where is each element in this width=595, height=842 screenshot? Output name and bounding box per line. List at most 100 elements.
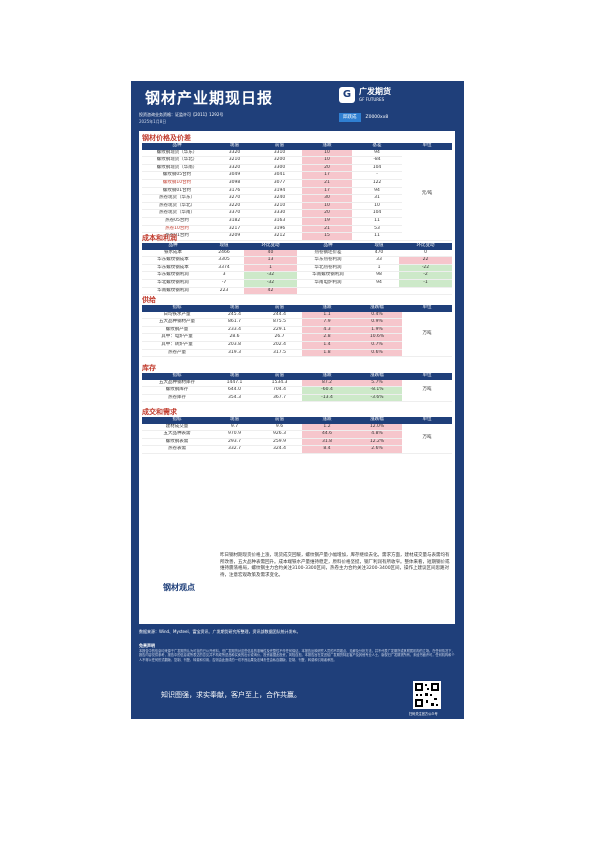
change-percent: 1.9% (352, 326, 402, 335)
current-value: 3370 (212, 209, 257, 218)
analyst-badge: 邱跃成 Z0000xx8 (339, 113, 388, 122)
current-value: 9.7 (212, 423, 257, 432)
change-value: -60.4 (302, 386, 352, 395)
table-row: 五大品种钢材库存 1447.1 1534.3 87.2 5.7% 万吨 (142, 379, 452, 403)
change-value: 20 (302, 209, 352, 218)
previous-value: 3194 (257, 187, 302, 196)
change-value: 44.6 (302, 430, 352, 439)
table-row: 热卷现货（华北） 3220 3210 10 10 (142, 202, 452, 211)
change-percent: 0.9% (352, 318, 402, 327)
disclaimer-title: 免责声明 (139, 643, 155, 648)
table-row: 螺纹钢产量 233.4 229.1 4.3 1.9% (142, 326, 452, 335)
column-header: 单位 (402, 143, 452, 150)
column-header: 单位 (402, 305, 452, 312)
column-header: 环比变动 (399, 243, 452, 250)
row-name: 螺纹钢现货（华东） (142, 149, 212, 158)
previous-value: 26.7 (257, 333, 302, 342)
company-slogan: 知识图强，求实奉献，客户至上，合作共赢。 (161, 691, 301, 699)
row-name: 其中：转炉产量 (142, 341, 212, 350)
unit-label: 万吨 (402, 423, 452, 454)
column-header: 指标 (142, 417, 212, 424)
current-value: 3049 (212, 171, 257, 180)
change-value: 87.2 (302, 379, 352, 388)
change-value: 2.8 (302, 333, 352, 342)
basis-value: 122 (352, 179, 402, 188)
license-text: 投资咨询业务资格：证监许可【2011】1292号 (139, 112, 224, 117)
table-row: 螺纹钢现货（华南） 3320 3300 20 104 (142, 164, 452, 173)
section-demand: 成交和需求 (142, 408, 177, 416)
right-change: 0 (399, 249, 452, 258)
table-row: 螺纹钢表需 293.7 259.9 31.8 12.2% (142, 438, 452, 447)
current-value: 3209 (212, 232, 257, 241)
row-name: 五大品种钢材产量 (142, 318, 212, 327)
table-row: 热卷10合约 3217 3196 21 53 (142, 225, 452, 234)
column-header: 基差 (352, 143, 402, 150)
table-row: 螺纹钢05合约 3049 3041 17- (142, 171, 452, 180)
current-value: 233.4 (212, 326, 257, 335)
left-change: 42 (244, 287, 297, 296)
left-item: 华北螺纹钢利润 (142, 279, 204, 288)
table-row: 热卷表需 332.7 324.4 8.4 2.6% (142, 445, 452, 454)
right-value: 94 (359, 279, 399, 288)
table-row: 建材成交量 9.7 9.6 1.2 12.0% 万吨 (142, 423, 452, 454)
previous-value: 1534.3 (257, 379, 302, 388)
change-value: -13.4 (302, 394, 352, 403)
change-percent: 0.4% (352, 311, 402, 320)
change-value: 10 (302, 156, 352, 165)
current-value: 319.3 (212, 349, 257, 358)
current-value: 3210 (212, 156, 257, 165)
table-row: 铁水成本 2466 40 热卷钢坯价差 470 0 (142, 249, 452, 258)
disclaimer-text: 本报告中的信息均来源于广发期货认为可靠的已公开资料，但广发期货对这些信息的准确性… (139, 649, 455, 662)
view-text: 昨日钢材期现货价格上涨，现货成交回暖，螺纹钢产量小幅增加，库存继续去化。需求方面… (220, 553, 450, 578)
change-value: 31.8 (302, 438, 352, 447)
change-percent: -3.6% (352, 394, 402, 403)
column-header: 品种 (297, 243, 359, 250)
inventory-table: 指标 现值 前值 涨跌 涨跌幅 单位 五大品种钢材库存 1447.1 1534.3 87.2 5.… (142, 373, 452, 403)
basis-value: 94 (352, 187, 402, 196)
column-header: 涨跌 (302, 373, 352, 380)
report-sheet: 钢材产业期现日报 投资咨询业务资格：证监许可【2011】1292号 2025年1… (131, 81, 464, 719)
previous-value: 926.3 (257, 430, 302, 439)
table-row: 热卷现货（华东） 3270 3240 30 31 (142, 194, 452, 203)
left-change: 1 (244, 264, 297, 273)
unit-label: 万吨 (402, 379, 452, 403)
left-change: 13 (244, 256, 297, 265)
previous-value: 704.4 (257, 386, 302, 395)
change-percent: 12.0% (352, 423, 402, 432)
row-name: 热卷05合约 (142, 217, 212, 226)
table-row: 华东螺纹钢成本 3374 1 华北热卷利润 1 -22 (142, 264, 452, 273)
current-value: 3182 (212, 217, 257, 226)
row-name: 螺纹钢表需 (142, 438, 212, 447)
previous-value: 202.4 (257, 341, 302, 350)
current-value: 3320 (212, 149, 257, 158)
table-row: 螺纹钢库存 644.0 704.4 -60.4 -8.1% (142, 386, 452, 395)
right-value: 98 (359, 271, 399, 280)
qr-caption: 扫码关注官方公众号 (409, 712, 438, 716)
column-header: 现值 (204, 243, 244, 250)
previous-value: 317.5 (257, 349, 302, 358)
change-percent: 0.6% (352, 349, 402, 358)
right-value: 470 (359, 249, 399, 258)
right-item: 华北热卷利润 (297, 264, 359, 273)
qr-code-icon[interactable] (413, 681, 441, 709)
current-value: 293.7 (212, 438, 257, 447)
table-row: 华东螺纹钢成本 3305 13 华东热卷利润 33 22 (142, 256, 452, 265)
section-supply: 供给 (142, 296, 156, 304)
row-name: 建材成交量 (142, 423, 212, 432)
left-item: 华东螺纹钢成本 (142, 264, 204, 273)
market-view: 钢材观点 昨日钢材期现货价格上涨，现货成交回暖，螺纹钢产量小幅增加，库存继续去化… (142, 551, 452, 623)
previous-value: 3330 (257, 209, 302, 218)
table-row: 五大品种表需 970.9 926.3 44.6 4.8% (142, 430, 452, 439)
left-value: 2466 (204, 249, 244, 258)
right-change: -22 (399, 264, 452, 273)
previous-value: 259.9 (257, 438, 302, 447)
right-item: 华南电炉利润 (297, 279, 359, 288)
table-row: 华北螺纹钢利润 -7 -32 华南电炉利润 94 -1 (142, 279, 452, 288)
column-header: 前值 (257, 143, 302, 150)
basis-value: 104 (352, 164, 402, 173)
column-header: 品种 (142, 143, 212, 150)
row-name: 螺纹钢05合约 (142, 171, 212, 180)
previous-value: 9.6 (257, 423, 302, 432)
change-value: 21 (302, 179, 352, 188)
current-value: 332.7 (212, 445, 257, 454)
